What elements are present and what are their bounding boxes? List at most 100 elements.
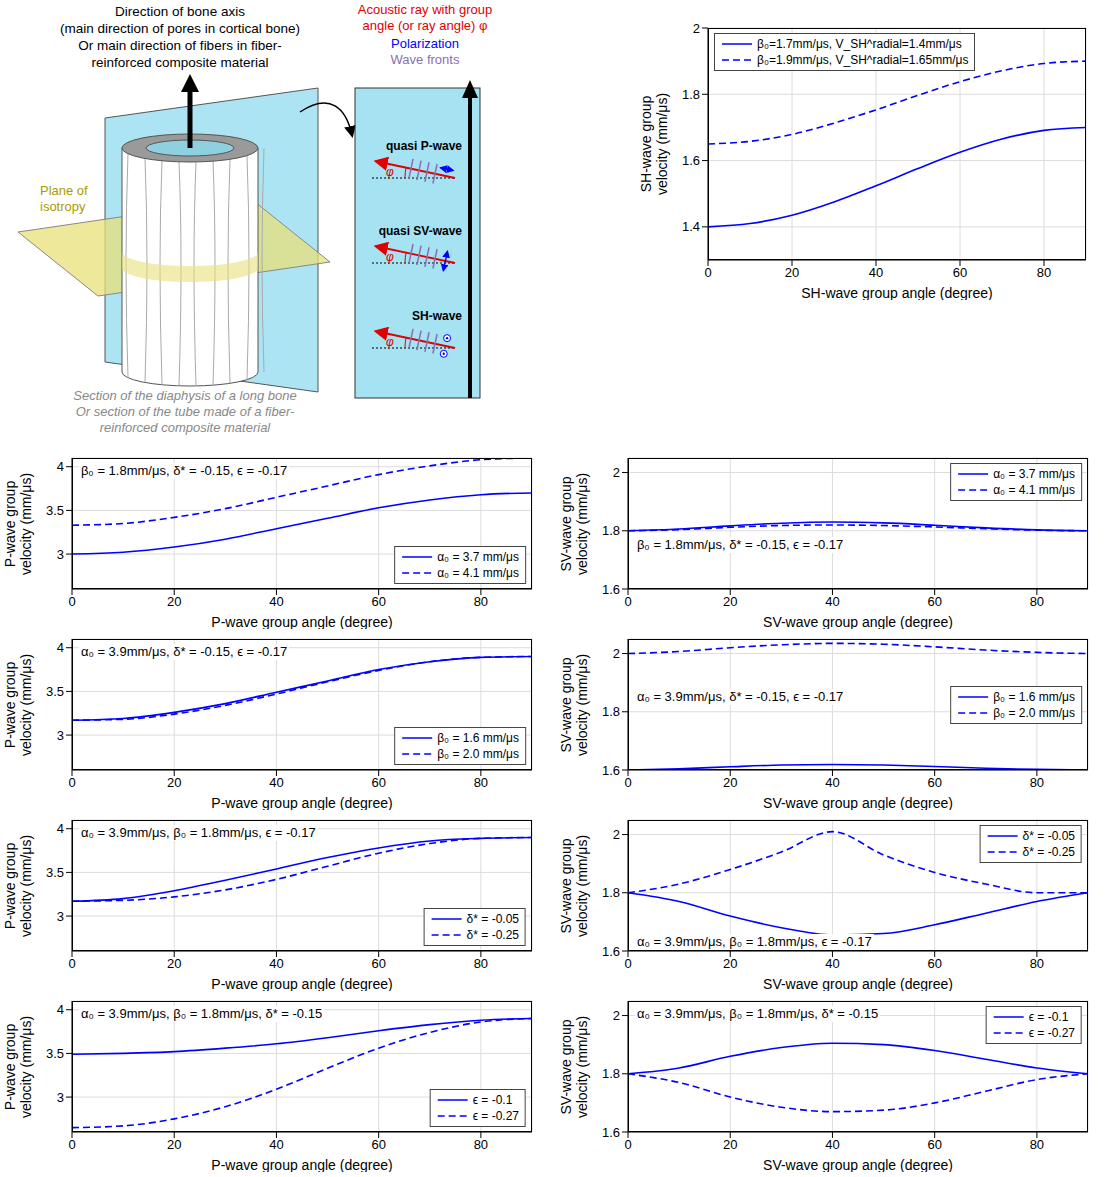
svg-text:2: 2 xyxy=(613,827,620,842)
svg-text:P-wave group angle (degree): P-wave group angle (degree) xyxy=(211,1157,392,1172)
svg-text:4: 4 xyxy=(57,640,64,655)
svg-text:20: 20 xyxy=(723,956,737,971)
svg-text:1.6: 1.6 xyxy=(602,944,620,959)
svg-text:Wave fronts: Wave fronts xyxy=(391,52,460,67)
svg-text:1.6: 1.6 xyxy=(602,763,620,778)
svg-text:3.5: 3.5 xyxy=(46,1046,64,1061)
svg-text:3: 3 xyxy=(57,547,64,562)
svg-text:20: 20 xyxy=(167,775,181,790)
svg-text:60: 60 xyxy=(371,956,385,971)
svg-text:2: 2 xyxy=(613,646,620,661)
svg-text:40: 40 xyxy=(825,775,839,790)
svg-text:quasi P-wave: quasi P-wave xyxy=(386,139,462,153)
svg-text:SH-wave group angle (degree): SH-wave group angle (degree) xyxy=(801,285,992,300)
svg-text:SV-wave group angle (degree): SV-wave group angle (degree) xyxy=(763,614,953,629)
svg-text:0: 0 xyxy=(68,594,75,609)
svg-text:3.5: 3.5 xyxy=(46,684,64,699)
svg-text:60: 60 xyxy=(927,1137,941,1152)
svg-text:0: 0 xyxy=(624,1137,631,1152)
svg-text:quasi SV-wave: quasi SV-wave xyxy=(379,224,463,238)
svg-text:1.8: 1.8 xyxy=(602,523,620,538)
svg-text:3.5: 3.5 xyxy=(46,865,64,880)
svg-text:(main direction of pores in co: (main direction of pores in cortical bon… xyxy=(60,21,300,36)
svg-text:3.5: 3.5 xyxy=(46,503,64,518)
svg-text:P-wave group angle (degree): P-wave group angle (degree) xyxy=(211,795,392,810)
svg-text:Section of the diaphysis of a: Section of the diaphysis of a long bone xyxy=(73,388,296,403)
svg-text:1.6: 1.6 xyxy=(602,582,620,597)
svg-text:80: 80 xyxy=(1030,775,1044,790)
svg-text:φ: φ xyxy=(386,165,394,179)
svg-text:SV-wave group angle (degree): SV-wave group angle (degree) xyxy=(763,795,953,810)
svg-text:angle (or ray angle) φ: angle (or ray angle) φ xyxy=(363,18,488,33)
svg-text:1.6: 1.6 xyxy=(682,153,700,168)
svg-text:20: 20 xyxy=(785,265,799,280)
svg-text:φ: φ xyxy=(386,250,394,264)
svg-text:80: 80 xyxy=(1030,956,1044,971)
svg-text:4: 4 xyxy=(57,459,64,474)
svg-text:Or main direction of fibers in: Or main direction of fibers in fiber- xyxy=(78,38,281,53)
svg-text:Direction of bone axis: Direction of bone axis xyxy=(115,4,245,19)
svg-text:0: 0 xyxy=(68,956,75,971)
svg-text:60: 60 xyxy=(371,594,385,609)
svg-text:80: 80 xyxy=(474,956,488,971)
svg-text:Polarization: Polarization xyxy=(391,36,459,51)
svg-text:60: 60 xyxy=(953,265,967,280)
svg-text:0: 0 xyxy=(624,775,631,790)
svg-text:20: 20 xyxy=(723,594,737,609)
svg-text:40: 40 xyxy=(825,1137,839,1152)
svg-text:1.8: 1.8 xyxy=(602,704,620,719)
svg-text:1.8: 1.8 xyxy=(682,87,700,102)
svg-text:40: 40 xyxy=(869,265,883,280)
svg-text:Or section of the tube made of: Or section of the tube made of a fiber- xyxy=(76,404,295,419)
svg-text:20: 20 xyxy=(723,775,737,790)
svg-text:reinforced composite material: reinforced composite material xyxy=(91,55,268,70)
svg-text:1.6: 1.6 xyxy=(602,1125,620,1140)
svg-text:80: 80 xyxy=(474,1137,488,1152)
svg-text:SH-wave: SH-wave xyxy=(412,309,462,323)
svg-text:P-wave group angle (degree): P-wave group angle (degree) xyxy=(211,614,392,629)
svg-text:40: 40 xyxy=(269,1137,283,1152)
svg-text:0: 0 xyxy=(624,594,631,609)
svg-text:3: 3 xyxy=(57,909,64,924)
svg-text:40: 40 xyxy=(825,594,839,609)
svg-text:40: 40 xyxy=(269,775,283,790)
svg-text:20: 20 xyxy=(167,956,181,971)
svg-text:60: 60 xyxy=(371,1137,385,1152)
svg-text:20: 20 xyxy=(167,594,181,609)
svg-text:80: 80 xyxy=(1030,1137,1044,1152)
svg-text:60: 60 xyxy=(927,956,941,971)
svg-text:40: 40 xyxy=(269,594,283,609)
svg-text:80: 80 xyxy=(1030,594,1044,609)
svg-text:80: 80 xyxy=(1037,265,1051,280)
svg-text:0: 0 xyxy=(68,775,75,790)
svg-text:φ: φ xyxy=(386,335,394,349)
svg-text:SV-wave group angle (degree): SV-wave group angle (degree) xyxy=(763,976,953,991)
svg-text:20: 20 xyxy=(723,1137,737,1152)
svg-text:isotropy: isotropy xyxy=(40,199,86,214)
svg-text:0: 0 xyxy=(704,265,711,280)
svg-text:80: 80 xyxy=(474,594,488,609)
svg-text:20: 20 xyxy=(167,1137,181,1152)
svg-text:4: 4 xyxy=(57,1002,64,1017)
svg-text:1.8: 1.8 xyxy=(602,1066,620,1081)
svg-text:reinforced composite material: reinforced composite material xyxy=(100,420,272,435)
svg-text:P-wave group angle (degree): P-wave group angle (degree) xyxy=(211,976,392,991)
svg-text:2: 2 xyxy=(613,465,620,480)
svg-text:40: 40 xyxy=(269,956,283,971)
svg-text:2: 2 xyxy=(693,21,700,36)
svg-text:2: 2 xyxy=(613,1008,620,1023)
svg-text:0: 0 xyxy=(68,1137,75,1152)
svg-text:0: 0 xyxy=(624,956,631,971)
svg-text:1.8: 1.8 xyxy=(602,885,620,900)
svg-text:Plane of: Plane of xyxy=(40,183,88,198)
svg-text:3: 3 xyxy=(57,1090,64,1105)
svg-text:SV-wave group angle (degree): SV-wave group angle (degree) xyxy=(763,1157,953,1172)
svg-text:4: 4 xyxy=(57,821,64,836)
svg-text:80: 80 xyxy=(474,775,488,790)
svg-text:60: 60 xyxy=(927,775,941,790)
svg-text:60: 60 xyxy=(371,775,385,790)
svg-text:1.4: 1.4 xyxy=(682,219,700,234)
svg-text:Acoustic ray with group: Acoustic ray with group xyxy=(358,2,492,17)
svg-text:40: 40 xyxy=(825,956,839,971)
svg-text:3: 3 xyxy=(57,728,64,743)
